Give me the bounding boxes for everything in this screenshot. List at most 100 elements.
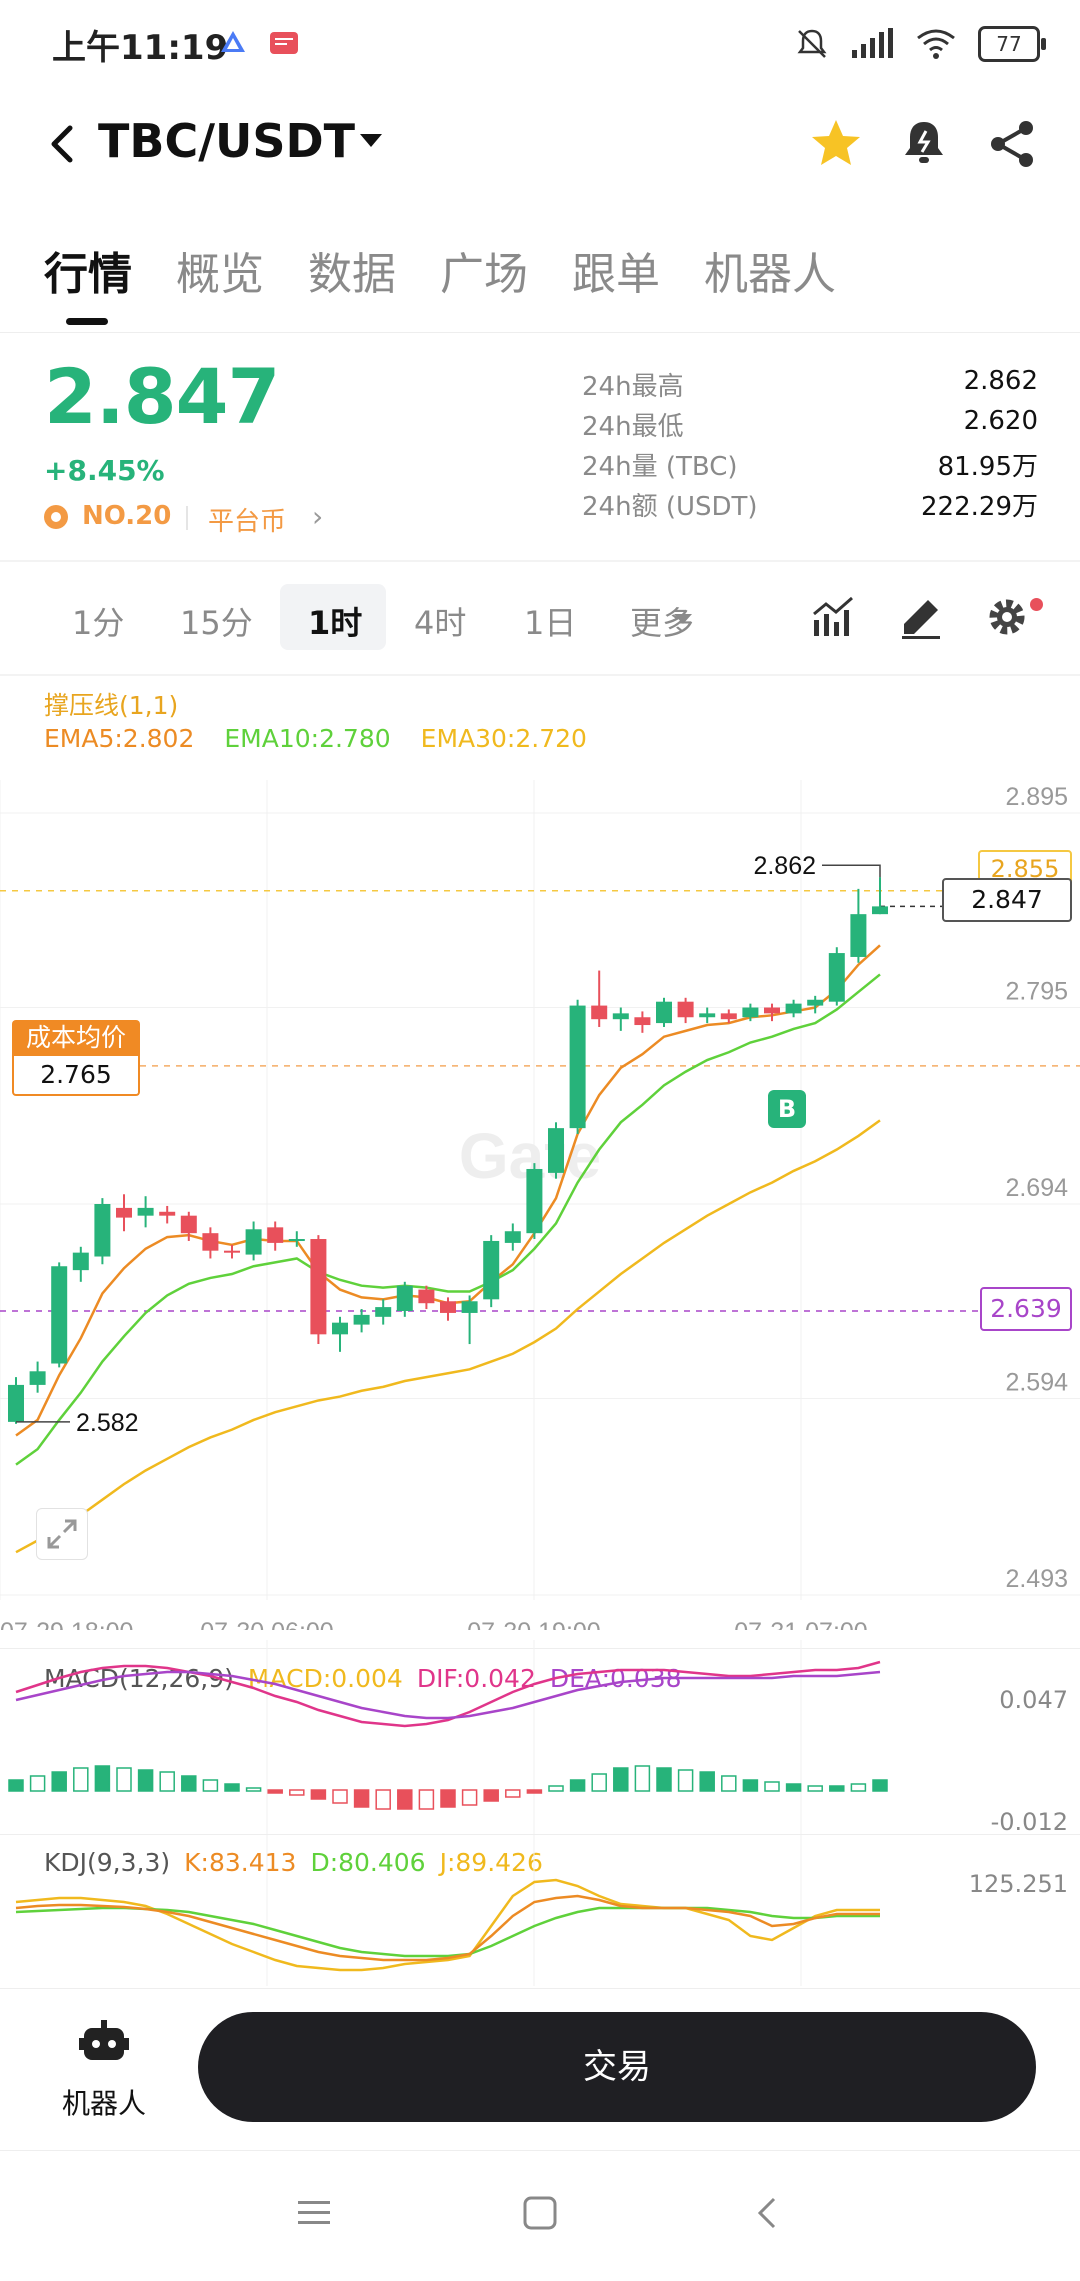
macd-histogram-bar [764, 1781, 780, 1792]
tab-copy-trading[interactable]: 跟单 [572, 249, 660, 300]
macd-histogram-bar [677, 1769, 694, 1792]
robot-icon[interactable] [78, 2018, 130, 2070]
candle [418, 1289, 435, 1304]
y-tick-label: 2.694 [1005, 1174, 1068, 1202]
macd-title: MACD(12,26,9) [44, 1664, 234, 1693]
macd-histogram-bar [872, 1779, 888, 1792]
settings-gear-icon[interactable] [982, 592, 1032, 642]
candle [29, 1371, 46, 1385]
menu-icon[interactable] [294, 2193, 334, 2233]
macd-histogram-bar [73, 1767, 89, 1792]
tab-market[interactable]: 行情 [44, 249, 132, 300]
cost-average-label: 成本均价 [12, 1020, 140, 1056]
ema30-label: EMA30:2.720 [420, 724, 587, 753]
macd-histogram-bar [505, 1789, 521, 1798]
dif-value: DIF:0.042 [416, 1664, 536, 1693]
macd-histogram-bar [51, 1771, 67, 1792]
d-value: D:80.406 [310, 1848, 426, 1877]
candlestick-chart[interactable]: 2.895 2.795 2.694 2.594 2.493 07-29 18:00 07-3… [0, 760, 1080, 1630]
interval-1h[interactable]: 1时 [308, 604, 363, 642]
sr-line-label: 撑压线(1,1) [44, 691, 179, 720]
stat-label: 24h量 (TBC) [582, 452, 738, 482]
category-link[interactable]: 平台币 [208, 507, 287, 537]
support-line-label: 2.639 [980, 1287, 1072, 1331]
candle [764, 1007, 780, 1014]
candle [375, 1307, 392, 1317]
ticker-stats: 24h最高 2.862 24h最低 2.620 24h量 (TBC) 81.95… [582, 366, 1038, 526]
stat-value: 2.862 [963, 366, 1038, 396]
active-interval-bg [280, 584, 386, 650]
interval-1m[interactable]: 1分 [72, 604, 125, 642]
home-icon[interactable] [520, 2193, 560, 2233]
candle [94, 1204, 111, 1257]
macd-histogram-bar [8, 1779, 24, 1792]
tab-overview[interactable]: 概览 [176, 249, 264, 300]
robot-label[interactable]: 机器人 [61, 2087, 146, 2120]
status-bar: 上午11:19 77 [0, 0, 1080, 90]
x-tick-label: 07-30 19:00 [467, 1618, 600, 1630]
macd-histogram-bar [310, 1789, 327, 1800]
candle [612, 1013, 629, 1020]
tab-robot[interactable]: 机器人 [704, 249, 836, 300]
high-marker-line [822, 864, 881, 878]
cost-average-value: 2.765 [12, 1056, 140, 1096]
signal-icon [852, 28, 893, 58]
macd-histogram-bar [289, 1789, 305, 1796]
macd-histogram-bar [267, 1789, 283, 1794]
news-app-icon [270, 32, 298, 54]
stat-value: 222.29万 [921, 492, 1038, 522]
pair-dropdown-caret-icon[interactable] [360, 134, 382, 147]
interval-15m[interactable]: 15分 [180, 604, 253, 642]
more-dropdown-caret-icon[interactable] [674, 614, 692, 624]
last-price: 2.847 [44, 352, 280, 441]
status-right: 77 [794, 24, 1046, 64]
candle [677, 1001, 694, 1018]
notification-dot [1030, 598, 1043, 611]
macd-histogram-bar [332, 1789, 348, 1804]
favorite-star-icon[interactable] [808, 116, 864, 172]
candle [202, 1233, 219, 1251]
market-tabs: 行情 概览 数据 广场 跟单 机器人 [0, 232, 1080, 333]
divider [0, 1648, 1080, 1649]
stat-row: 24h最高 2.862 [582, 366, 1038, 406]
interval-1d[interactable]: 1日 [524, 604, 577, 642]
stat-row: 24h额 (USDT) 222.29万 [582, 486, 1038, 526]
current-price-label: 2.847 [942, 878, 1072, 922]
ema10-label: EMA10:2.780 [224, 724, 391, 753]
tab-square[interactable]: 广场 [440, 249, 528, 300]
macd-histogram-bar [591, 1773, 607, 1792]
candle [548, 1128, 564, 1173]
pair-title[interactable]: TBC/USDT [98, 114, 356, 168]
macd-histogram-bar [461, 1789, 478, 1806]
interval-4h[interactable]: 4时 [414, 604, 467, 642]
tab-data[interactable]: 数据 [308, 249, 396, 300]
macd-histogram-bar [440, 1789, 456, 1808]
section-divider [0, 560, 1080, 562]
stat-value: 81.95万 [937, 452, 1038, 482]
buy-marker[interactable]: B [768, 1090, 806, 1128]
macd-histogram-bar [742, 1779, 759, 1792]
macd-histogram-bar [202, 1779, 219, 1792]
draw-pen-icon[interactable] [896, 592, 946, 642]
expand-fullscreen-icon[interactable] [36, 1508, 88, 1560]
price-alert-bell-icon[interactable] [896, 116, 952, 172]
back-icon[interactable] [748, 2193, 788, 2233]
ema-series-line [15, 973, 881, 1466]
wifi-icon [917, 29, 955, 59]
dea-line [15, 1670, 881, 1720]
macd-value: MACD:0.004 [247, 1664, 403, 1693]
stat-label: 24h最低 [582, 412, 684, 442]
x-tick-label: 07-31 07:00 [734, 1618, 867, 1630]
candle [461, 1301, 478, 1313]
indicator-chart-icon[interactable] [808, 592, 858, 642]
back-arrow-icon[interactable] [40, 116, 90, 172]
macd-histogram-bar [418, 1789, 435, 1810]
chevron-right-icon[interactable]: › [312, 500, 324, 533]
share-icon[interactable] [984, 116, 1040, 172]
ema-legend: EMA5:2.802 EMA10:2.780 EMA30:2.720 [44, 724, 587, 753]
trade-button[interactable]: 交易 [198, 2012, 1036, 2122]
macd-histogram-bar [634, 1765, 651, 1792]
macd-histogram-bar [94, 1765, 111, 1792]
candle [159, 1211, 176, 1216]
macd-histogram-bar [807, 1785, 823, 1792]
